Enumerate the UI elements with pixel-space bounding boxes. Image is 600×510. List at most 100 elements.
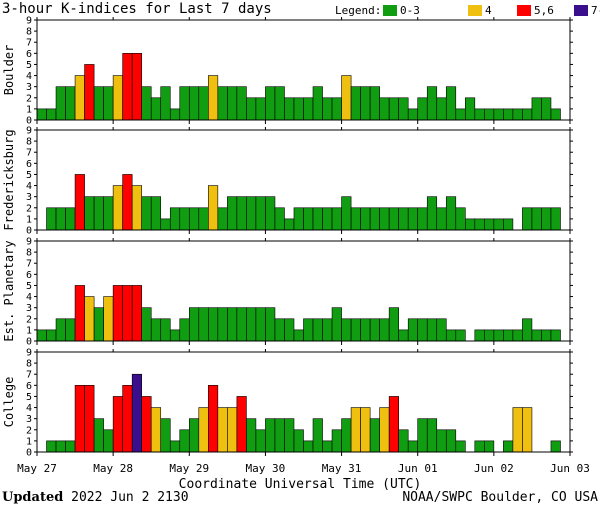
k-bar xyxy=(55,86,66,121)
k-bar xyxy=(341,418,352,453)
k-bar xyxy=(417,207,428,231)
k-bar xyxy=(474,329,485,342)
k-bar xyxy=(217,86,228,121)
y-tick-label: 4 xyxy=(26,71,32,82)
k-bar xyxy=(179,318,190,342)
k-bar xyxy=(198,407,209,453)
k-bar xyxy=(312,318,323,342)
k-bar xyxy=(484,329,495,342)
k-bar xyxy=(46,329,57,342)
k-bar xyxy=(122,385,133,453)
x-tick-label: May 27 xyxy=(17,462,57,475)
k-bar xyxy=(322,97,333,121)
k-bar xyxy=(74,285,85,342)
k-bar xyxy=(398,207,409,231)
k-bar xyxy=(426,196,438,231)
k-bar xyxy=(188,86,200,121)
k-bar xyxy=(198,86,209,121)
panel-frame xyxy=(36,19,571,121)
k-bar xyxy=(322,207,333,231)
k-bar xyxy=(503,218,514,231)
k-bar xyxy=(131,185,142,231)
k-bar xyxy=(122,174,133,231)
legend-item-0-3: 0-3 xyxy=(383,4,420,17)
legend-swatch-green xyxy=(383,5,397,16)
k-bar xyxy=(341,318,352,342)
k-bar xyxy=(160,218,171,231)
k-bar xyxy=(65,86,76,121)
k-bar xyxy=(445,86,457,121)
chart-title: 3-hour K-indices for Last 7 days xyxy=(2,1,272,17)
k-bar xyxy=(150,318,162,342)
k-bar xyxy=(179,207,190,231)
y-tick-label: 8 xyxy=(26,248,32,259)
k-bar xyxy=(188,307,200,342)
panel-label: Boulder xyxy=(2,45,16,96)
k-bar xyxy=(398,429,409,453)
k-bar xyxy=(265,418,276,453)
k-bar xyxy=(341,75,352,121)
k-bar xyxy=(122,285,133,342)
k-bar xyxy=(407,318,419,342)
k-bar xyxy=(407,440,419,453)
k-bar xyxy=(217,407,228,453)
y-tick-label: 7 xyxy=(26,38,32,49)
k-bar xyxy=(65,440,76,453)
k-bar xyxy=(46,108,57,121)
k-bar xyxy=(341,196,352,231)
k-bar xyxy=(265,196,276,231)
updated-label: Updated xyxy=(2,490,64,505)
legend-item-4: 4 xyxy=(468,4,492,17)
y-tick-label: 3 xyxy=(26,303,32,314)
k-bar xyxy=(208,385,219,453)
y-tick-label: 4 xyxy=(26,292,32,303)
k-bar xyxy=(417,418,428,453)
y-tick-label: 1 xyxy=(26,436,32,447)
k-bar xyxy=(169,207,181,231)
k-bar xyxy=(274,418,285,453)
k-bar xyxy=(274,207,285,231)
x-tick-label: May 30 xyxy=(246,462,286,475)
k-bar xyxy=(550,329,561,342)
updated-stamp: Updated 2022 Jun 2 2130 xyxy=(2,490,189,505)
k-bar xyxy=(312,86,323,121)
k-bar xyxy=(65,207,76,231)
k-bar xyxy=(350,86,361,121)
k-bar xyxy=(522,318,533,342)
k-bar xyxy=(141,396,152,453)
k-bar xyxy=(198,207,209,231)
x-tick-label: Jun 02 xyxy=(474,462,514,475)
k-bar xyxy=(227,196,238,231)
x-tick-label: May 31 xyxy=(322,462,362,475)
k-bar xyxy=(455,329,466,342)
k-bar xyxy=(436,97,447,121)
panel-label: Fredericksburg xyxy=(2,129,16,230)
k-bar xyxy=(36,108,47,121)
k-bar xyxy=(350,318,361,342)
y-tick-label: 2 xyxy=(26,93,32,104)
k-bar xyxy=(274,318,285,342)
k-bar xyxy=(236,86,247,121)
k-bar xyxy=(369,418,380,453)
k-bar xyxy=(198,307,209,342)
k-bar xyxy=(322,318,333,342)
k-bar xyxy=(188,207,200,231)
k-bar xyxy=(303,440,314,453)
x-tick-label: Jun 01 xyxy=(398,462,438,475)
k-bar xyxy=(493,218,504,231)
y-tick-label: 9 xyxy=(26,16,32,27)
k-bar xyxy=(84,196,95,231)
k-bar xyxy=(188,418,200,453)
k-bar xyxy=(293,97,304,121)
k-bar xyxy=(464,97,476,121)
legend-item-label: 5,6 xyxy=(534,4,554,17)
k-bar xyxy=(141,196,152,231)
k-bar xyxy=(169,440,181,453)
k-bar xyxy=(550,108,561,121)
legend-item-5-6: 5,6 xyxy=(517,4,554,17)
y-tick-label: 3 xyxy=(26,82,32,93)
y-tick-label: 8 xyxy=(26,359,32,370)
y-tick-label: 1 xyxy=(26,214,32,225)
y-tick-label: 2 xyxy=(26,314,32,325)
k-bar xyxy=(131,53,142,121)
